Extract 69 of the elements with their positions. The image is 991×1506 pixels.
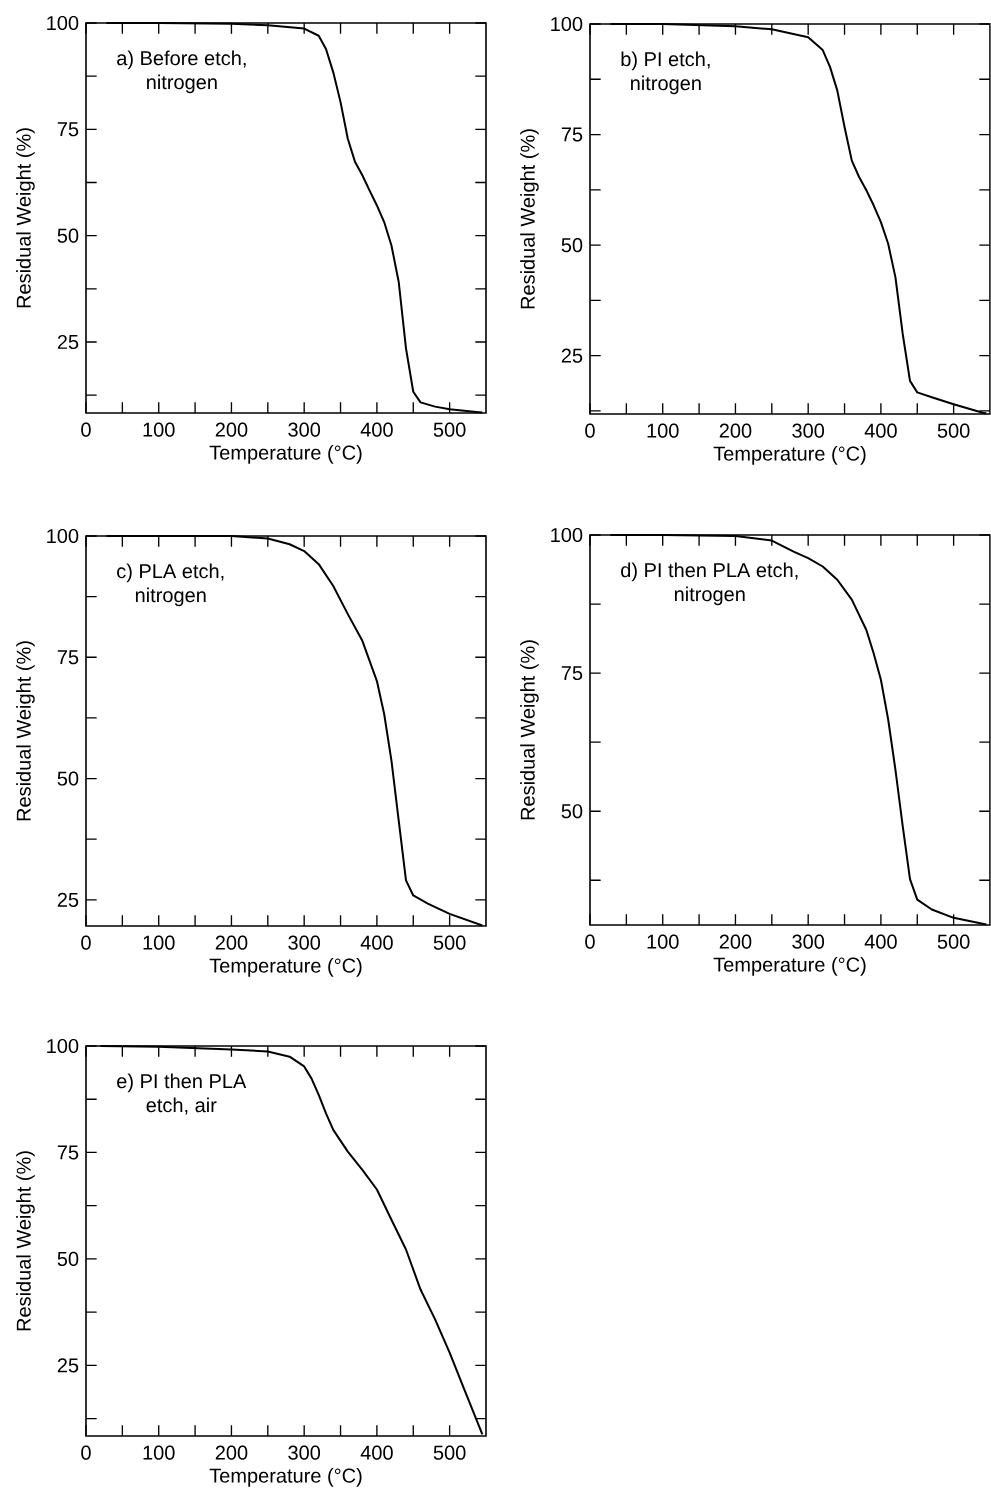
y-tick-label: 50 (561, 238, 583, 253)
y-tick-label: 50 (57, 1251, 79, 1266)
x-tick-label: 400 (864, 934, 897, 949)
x-tick-label: 200 (215, 1445, 248, 1460)
y-tick-label: 25 (57, 892, 79, 907)
x-tick-label: 300 (288, 935, 321, 950)
x-tick-label: 200 (719, 934, 752, 949)
x-tick-label: 0 (81, 935, 91, 950)
annotation: d) PI then PLA etch, (621, 562, 798, 582)
y-tick-label: 50 (57, 228, 79, 243)
x-tick-label: 400 (360, 1445, 393, 1460)
y-tick-label: 50 (57, 771, 79, 786)
y-tick-label: 100 (551, 16, 583, 32)
x-tick-label: 300 (288, 422, 321, 437)
y-axis-title: Residual Weight (%) (16, 1151, 35, 1331)
x-tick-label: 500 (937, 934, 970, 949)
x-tick-label: 200 (719, 423, 752, 438)
x-tick-label: 300 (288, 1445, 321, 1460)
x-tick-label: 100 (143, 935, 175, 950)
x-tick-label: 100 (647, 934, 679, 949)
y-axis-title: Residual Weight (%) (520, 640, 539, 820)
x-tick-label: 0 (81, 422, 91, 437)
x-tick-label: 0 (585, 934, 595, 949)
x-tick-label: 100 (143, 1445, 175, 1460)
y-tick-label: 100 (551, 527, 583, 543)
annotation: a) Before etch, (117, 50, 246, 70)
y-axis-title: Residual Weight (%) (16, 128, 35, 308)
y-axis-title: Residual Weight (%) (16, 641, 35, 821)
x-tick-label: 300 (792, 423, 825, 438)
y-tick-label: 100 (47, 528, 79, 544)
x-tick-label: 100 (143, 422, 175, 437)
x-axis-title: Temperature (°C) (209, 958, 362, 977)
y-tick-label: 75 (57, 1145, 79, 1160)
y-tick-label: 25 (561, 348, 583, 363)
annotation: nitrogen (136, 587, 206, 607)
annotation: e) PI then PLA (117, 1073, 247, 1093)
annotation: c) PLA etch, (117, 563, 224, 583)
x-tick-label: 500 (433, 935, 466, 950)
x-axis-title: Temperature (°C) (209, 1468, 362, 1487)
x-tick-label: 400 (360, 935, 393, 950)
y-tick-label: 75 (561, 127, 583, 142)
y-tick-label: 75 (57, 650, 79, 665)
y-tick-label: 25 (57, 334, 79, 350)
x-axis-title: Temperature (°C) (713, 446, 866, 465)
annotation: nitrogen (675, 586, 745, 606)
x-tick-label: 0 (81, 1445, 91, 1460)
x-axis-title: Temperature (°C) (713, 957, 866, 976)
annotation: etch, air (146, 1097, 217, 1115)
annotation: b) PI etch, (621, 51, 710, 71)
x-tick-label: 500 (433, 422, 466, 437)
x-tick-label: 100 (647, 423, 679, 438)
x-axis-title: Temperature (°C) (209, 445, 362, 464)
x-tick-label: 200 (215, 422, 248, 437)
annotation: nitrogen (147, 74, 217, 94)
y-tick-label: 100 (47, 1038, 79, 1054)
y-tick-label: 75 (57, 122, 79, 137)
x-tick-label: 500 (433, 1445, 466, 1460)
x-tick-label: 400 (360, 422, 393, 437)
y-tick-label: 100 (47, 15, 79, 31)
x-tick-label: 200 (215, 935, 248, 950)
y-tick-label: 50 (561, 804, 583, 819)
x-tick-label: 0 (585, 423, 595, 438)
x-tick-label: 400 (864, 423, 897, 438)
y-tick-label: 75 (561, 666, 583, 681)
y-tick-label: 25 (57, 1358, 79, 1373)
y-axis-title: Residual Weight (%) (520, 129, 539, 309)
x-tick-label: 500 (937, 423, 970, 438)
annotation: nitrogen (631, 75, 701, 95)
x-tick-label: 300 (792, 934, 825, 949)
